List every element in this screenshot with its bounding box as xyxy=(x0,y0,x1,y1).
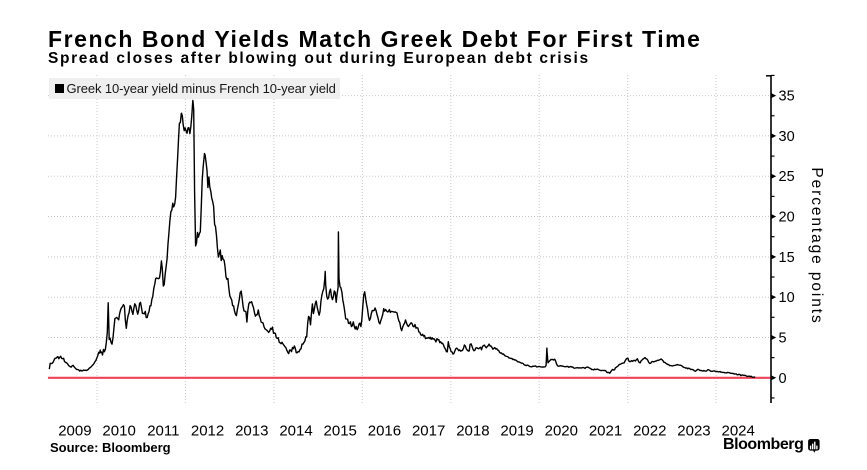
svg-text:2021: 2021 xyxy=(589,423,622,440)
svg-text:5: 5 xyxy=(779,330,787,346)
svg-text:2014: 2014 xyxy=(279,423,312,440)
svg-text:2018: 2018 xyxy=(456,423,489,440)
svg-text:25: 25 xyxy=(779,169,795,185)
svg-text:Percentage points: Percentage points xyxy=(808,167,825,324)
svg-text:30: 30 xyxy=(779,129,795,145)
svg-text:2015: 2015 xyxy=(324,423,357,440)
svg-text:2019: 2019 xyxy=(500,423,533,440)
svg-text:2011: 2011 xyxy=(147,423,179,440)
svg-text:2024: 2024 xyxy=(722,423,755,440)
svg-text:15: 15 xyxy=(779,250,795,266)
svg-text:2012: 2012 xyxy=(191,423,224,440)
svg-text:2009: 2009 xyxy=(58,423,91,440)
svg-text:2022: 2022 xyxy=(633,423,666,440)
svg-text:2010: 2010 xyxy=(102,423,135,440)
svg-text:2016: 2016 xyxy=(368,423,401,440)
svg-text:0: 0 xyxy=(779,371,787,387)
svg-text:2013: 2013 xyxy=(235,423,268,440)
svg-text:10: 10 xyxy=(779,290,795,306)
svg-text:2023: 2023 xyxy=(677,423,710,440)
svg-text:20: 20 xyxy=(779,210,795,226)
svg-text:35: 35 xyxy=(779,89,795,105)
svg-text:2017: 2017 xyxy=(412,423,445,440)
svg-text:2020: 2020 xyxy=(545,423,578,440)
